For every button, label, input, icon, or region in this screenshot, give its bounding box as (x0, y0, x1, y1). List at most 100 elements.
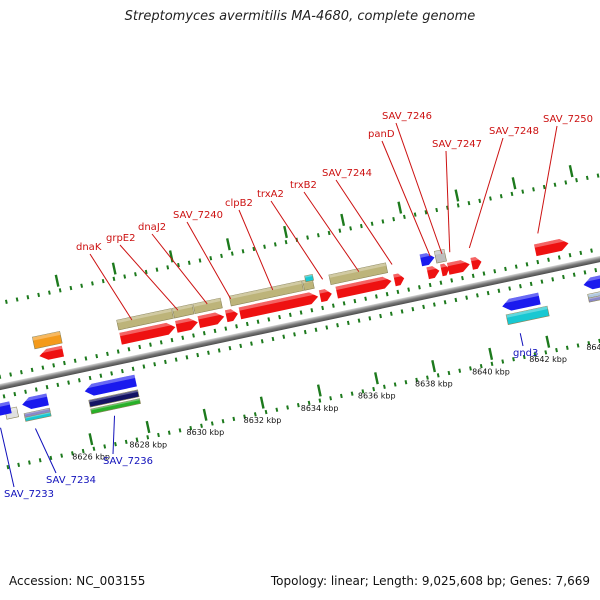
feature-box (505, 305, 550, 325)
scale-dot (260, 339, 264, 344)
scale-dot (424, 210, 428, 215)
scale-dot (146, 435, 150, 440)
gene-arrow (238, 292, 319, 320)
scale-dot (501, 359, 505, 364)
gene-label-gnd3[interactable]: gnd3 (513, 348, 538, 359)
major-tick (145, 420, 151, 434)
feature-box (88, 389, 140, 408)
gene-label-pand[interactable]: panD (368, 129, 395, 140)
gene-label-sav_7248[interactable]: SAV_7248 (489, 126, 539, 137)
gene-label-sav_7240[interactable]: SAV_7240 (173, 210, 223, 221)
callout-line (112, 415, 116, 455)
arrow-highlight (197, 310, 224, 320)
misc-feature-cyan (304, 273, 314, 283)
gene-label-sav_7250[interactable]: SAV_7250 (543, 114, 593, 125)
gene-label-grpe2[interactable]: grpE2 (106, 233, 136, 244)
scale-dot (338, 228, 342, 233)
gene-label-clpb2[interactable]: clpB2 (225, 198, 253, 209)
chromosome-backbone (0, 238, 600, 395)
scale-dot (596, 173, 600, 178)
arrow-highlight (440, 262, 449, 268)
scale-dot (207, 350, 210, 355)
feature-box (116, 308, 174, 331)
gene-arrow (583, 270, 600, 290)
scale-dot (232, 416, 236, 422)
gene-label-sav_7236[interactable]: SAV_7236 (103, 456, 153, 467)
gene-label-trxb2[interactable]: trxB2 (290, 180, 317, 191)
arrow-highlight (238, 290, 318, 311)
cds-left-red (38, 345, 65, 360)
tick-label: 8634 kbp (301, 404, 339, 413)
gene-label-sav_7246[interactable]: SAV_7246 (382, 111, 432, 122)
arrow-highlight (83, 374, 136, 389)
scale-dot (396, 289, 400, 295)
cds-SAV7233 (0, 401, 12, 417)
scale-dot (209, 256, 213, 261)
scale-dot (521, 189, 525, 194)
gene-label-sav_7233[interactable]: SAV_7233 (4, 489, 54, 500)
scale-dot (381, 219, 385, 224)
tick-label: 8644 kbp (586, 343, 600, 352)
box-highlight (229, 280, 303, 300)
scale-dot (329, 396, 333, 401)
scale-dot (250, 341, 253, 346)
scale-dot (514, 264, 518, 269)
scale-dot (383, 384, 386, 389)
scale-dot (202, 331, 206, 336)
major-tick (111, 262, 117, 275)
scale-dot (67, 380, 70, 385)
major-tick (545, 335, 551, 348)
scale-dot (307, 400, 311, 406)
scale-dot (529, 281, 533, 287)
scale-dot (392, 217, 396, 222)
gene-label-dnak[interactable]: dnaK (76, 242, 102, 253)
scale-dot (263, 244, 266, 249)
gene-arrow (84, 374, 137, 396)
accession-text: Accession: NC_003155 (9, 574, 146, 588)
scale-dot (153, 362, 157, 367)
scale-dot (166, 265, 170, 270)
cds-dnaJ2 (197, 310, 225, 328)
scale-dot (576, 343, 580, 348)
scale-dot (418, 285, 421, 290)
gene-label-sav_7234[interactable]: SAV_7234 (46, 475, 96, 486)
band-right-pale (587, 285, 600, 299)
scale-dot (551, 277, 555, 282)
scale-dot (99, 373, 103, 378)
scale-dot (174, 357, 178, 362)
scale-dot (181, 335, 185, 340)
scale-dot (454, 297, 458, 303)
scale-dot (587, 341, 591, 346)
box-highlight (434, 249, 445, 255)
scale-dot (426, 375, 429, 380)
scale-dot (594, 267, 598, 273)
callout-line (238, 209, 274, 291)
gene-arrow (419, 253, 435, 267)
scale-dot (510, 191, 514, 197)
tick-label: 8630 kbp (187, 428, 225, 437)
arrow-highlight (470, 255, 481, 262)
scale-dot (245, 321, 249, 327)
scale-dot (583, 270, 587, 275)
scale-dot (24, 389, 27, 394)
cds-SAV7244 (393, 272, 405, 287)
gene-label-sav_7247[interactable]: SAV_7247 (432, 139, 482, 150)
scale-dot (400, 309, 404, 314)
scale-dot (436, 373, 440, 378)
scale-dot (213, 328, 217, 334)
gene-label-trxa2[interactable]: trxA2 (257, 189, 284, 200)
scale-dot (456, 203, 460, 208)
gene-label-sav_7244[interactable]: SAV_7244 (322, 168, 372, 179)
major-tick (454, 189, 460, 202)
scale-dot (235, 324, 238, 329)
scale-dot (243, 414, 246, 419)
feature-box (433, 248, 447, 264)
gene-label-dnaj2[interactable]: dnaJ2 (138, 222, 166, 233)
gene-bar-clpB2 (228, 280, 304, 307)
cds-SAV7246 (440, 262, 450, 277)
scale-dot (9, 372, 13, 377)
scale-dot (30, 367, 34, 373)
scale-dot (52, 363, 56, 368)
genome-title: Streptomyces avermitilis MA-4680, comple… (124, 9, 476, 24)
